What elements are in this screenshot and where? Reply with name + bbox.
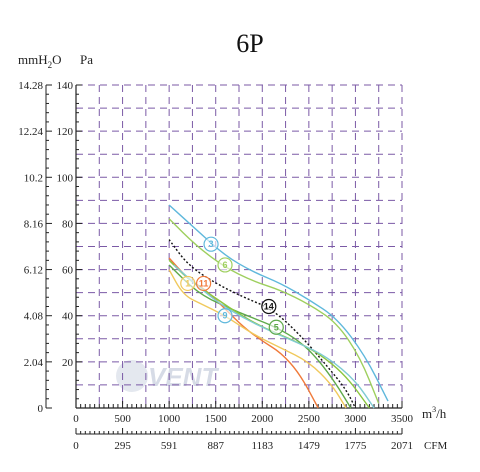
- marker-circle: [261, 298, 277, 315]
- x-tick-label: 1500: [205, 413, 228, 425]
- x-tick-label: 2500: [298, 413, 321, 425]
- series-marker-5: 5: [268, 319, 284, 335]
- series-marker-6: 6: [217, 257, 233, 273]
- marker-label: 1: [185, 278, 190, 288]
- pa-tick-label: 80: [62, 218, 74, 230]
- marker-label: 3: [209, 239, 214, 249]
- marker-circle: [203, 236, 219, 252]
- marker-circle: [217, 257, 233, 273]
- marker-label: 14: [264, 301, 274, 311]
- cfm-tick-label: 887: [207, 440, 224, 452]
- left-unit-mm: mmH: [18, 52, 48, 67]
- mm-tick-label: 4.08: [24, 311, 44, 323]
- pa-tick-label: 100: [57, 172, 74, 184]
- series-layer: [168, 204, 389, 409]
- series-curve-14: [168, 239, 357, 409]
- marker-circle: [196, 275, 212, 292]
- series-curve-3: [168, 204, 389, 402]
- watermark-logo: VENT: [116, 360, 219, 392]
- left-unit-sub: 2: [48, 60, 53, 70]
- series-curve-6: [168, 218, 380, 404]
- x-tick-label: 3500: [391, 413, 414, 425]
- x-unit-m: m: [422, 406, 432, 421]
- mm-tick-label: 12.24: [18, 126, 43, 138]
- cfm-tick-label: 591: [161, 440, 178, 452]
- series-marker-14: 14: [261, 298, 277, 315]
- marker-label: 11: [199, 278, 209, 288]
- left-unit-tail: O: [52, 52, 61, 67]
- x-tick-label: 500: [114, 413, 131, 425]
- watermark-fan-icon: [116, 360, 148, 392]
- mm-tick-label: 0: [38, 403, 44, 415]
- mm-tick-label: 10.2: [24, 172, 43, 184]
- pa-tick-label: 20: [62, 357, 74, 369]
- cfm-tick-label: 295: [114, 440, 131, 452]
- cfm-unit-label: CFM: [424, 440, 447, 452]
- watermark-text: VENT: [148, 362, 219, 392]
- marker-label: 9: [223, 311, 228, 321]
- series-curve-1: [168, 269, 347, 409]
- series-marker-11: 11: [196, 275, 212, 292]
- x-unit-label: m3/h: [422, 405, 447, 421]
- mm-tick-label: 14.28: [18, 80, 43, 92]
- pa-tick-label: 40: [62, 311, 74, 323]
- x-tick-label: 1000: [158, 413, 181, 425]
- pa-unit-label: Pa: [80, 52, 93, 67]
- x-tick-label: 3000: [344, 413, 367, 425]
- marker-circle: [180, 275, 196, 292]
- series-marker-3: 3: [203, 236, 219, 252]
- pa-tick-label: 60: [62, 265, 74, 277]
- chart-grid: [76, 84, 403, 408]
- mm-tick-label: 6.12: [24, 265, 43, 277]
- mm-tick-label: 8.16: [24, 218, 44, 230]
- marker-circle: [268, 319, 284, 335]
- marker-label: 5: [274, 322, 279, 332]
- series-marker-9: 9: [217, 308, 233, 324]
- cfm-tick-label: 1479: [298, 440, 321, 452]
- marker-label: 6: [223, 260, 228, 270]
- left-unit-label: mmH2O: [18, 52, 62, 70]
- x-tick-label: 2000: [251, 413, 274, 425]
- x-unit-tail: /h: [436, 406, 447, 421]
- cfm-tick-label: 1775: [344, 440, 367, 452]
- pa-tick-label: 120: [57, 126, 74, 138]
- mm-tick-label: 2.04: [24, 357, 44, 369]
- x-tick-label: 0: [73, 413, 79, 425]
- marker-circle: [217, 308, 233, 324]
- cfm-tick-label: 2071: [391, 440, 413, 452]
- chart-axes: [45, 84, 403, 435]
- pa-tick-label: 140: [57, 80, 74, 92]
- series-marker-1: 1: [180, 275, 196, 292]
- x-unit-sup: 3: [432, 405, 436, 414]
- chart-title: 6P: [236, 29, 263, 58]
- cfm-tick-label: 1183: [251, 440, 273, 452]
- cfm-tick-label: 0: [73, 440, 79, 452]
